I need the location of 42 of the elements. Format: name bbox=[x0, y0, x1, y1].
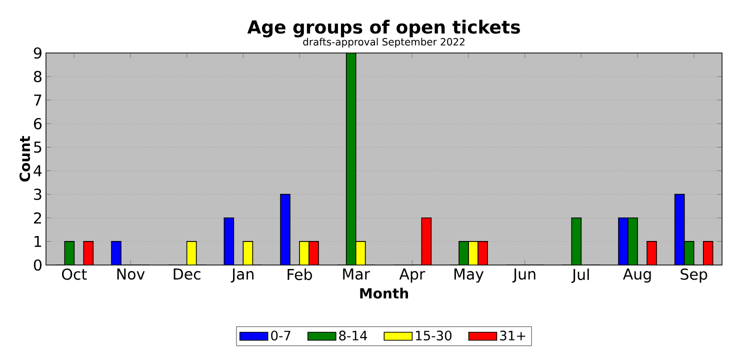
bar bbox=[702, 241, 714, 265]
y-tick-label: 7 bbox=[34, 94, 42, 106]
chart-subtitle: drafts-approval September 2022 bbox=[303, 38, 464, 48]
x-axis-title: Month bbox=[360, 288, 408, 299]
x-tick-label: Feb bbox=[288, 268, 312, 280]
bar bbox=[674, 194, 685, 265]
legend-label: 0-7 bbox=[271, 330, 290, 340]
x-tick-label: Dec bbox=[174, 268, 200, 280]
y-axis-title: Count bbox=[20, 136, 30, 182]
y-tick-label: 2 bbox=[34, 212, 41, 224]
bar bbox=[571, 217, 582, 265]
bar bbox=[84, 241, 94, 265]
y-tick-label: 8 bbox=[34, 70, 42, 82]
bar bbox=[355, 241, 366, 265]
bar bbox=[421, 217, 432, 265]
x-tick-label: Apr bbox=[399, 268, 426, 283]
x-tick-label: Jan bbox=[230, 268, 254, 282]
bar bbox=[186, 241, 197, 265]
x-tick-label: Jul bbox=[571, 268, 589, 283]
bar bbox=[346, 53, 356, 265]
x-tick-label: Mar bbox=[343, 268, 370, 280]
y-tick-label: 1 bbox=[34, 236, 42, 247]
legend-label: 31+ bbox=[500, 330, 526, 340]
chart-title: Age groups of open tickets bbox=[247, 20, 520, 38]
x-tick-label: Sep bbox=[680, 268, 708, 283]
y-tick-label: 9 bbox=[34, 47, 42, 59]
x-tick-label: May bbox=[454, 268, 484, 283]
x-tick-label: Jun bbox=[512, 268, 536, 282]
bar bbox=[684, 241, 694, 265]
y-tick-label: 5 bbox=[34, 142, 42, 153]
legend-label: 8-14 bbox=[339, 330, 368, 340]
x-tick-label: Aug bbox=[622, 268, 651, 283]
y-tick-label: 6 bbox=[34, 118, 42, 130]
x-tick-label: Oct bbox=[62, 268, 87, 280]
y-tick-label: 0 bbox=[34, 259, 42, 271]
y-tick-label: 3 bbox=[34, 188, 42, 200]
x-tick-label: Nov bbox=[117, 268, 145, 280]
bar bbox=[64, 241, 74, 265]
y-tick-label: 4 bbox=[34, 165, 42, 176]
legend-label: 15-30 bbox=[416, 330, 452, 340]
bar bbox=[224, 217, 234, 265]
bar bbox=[242, 241, 254, 265]
